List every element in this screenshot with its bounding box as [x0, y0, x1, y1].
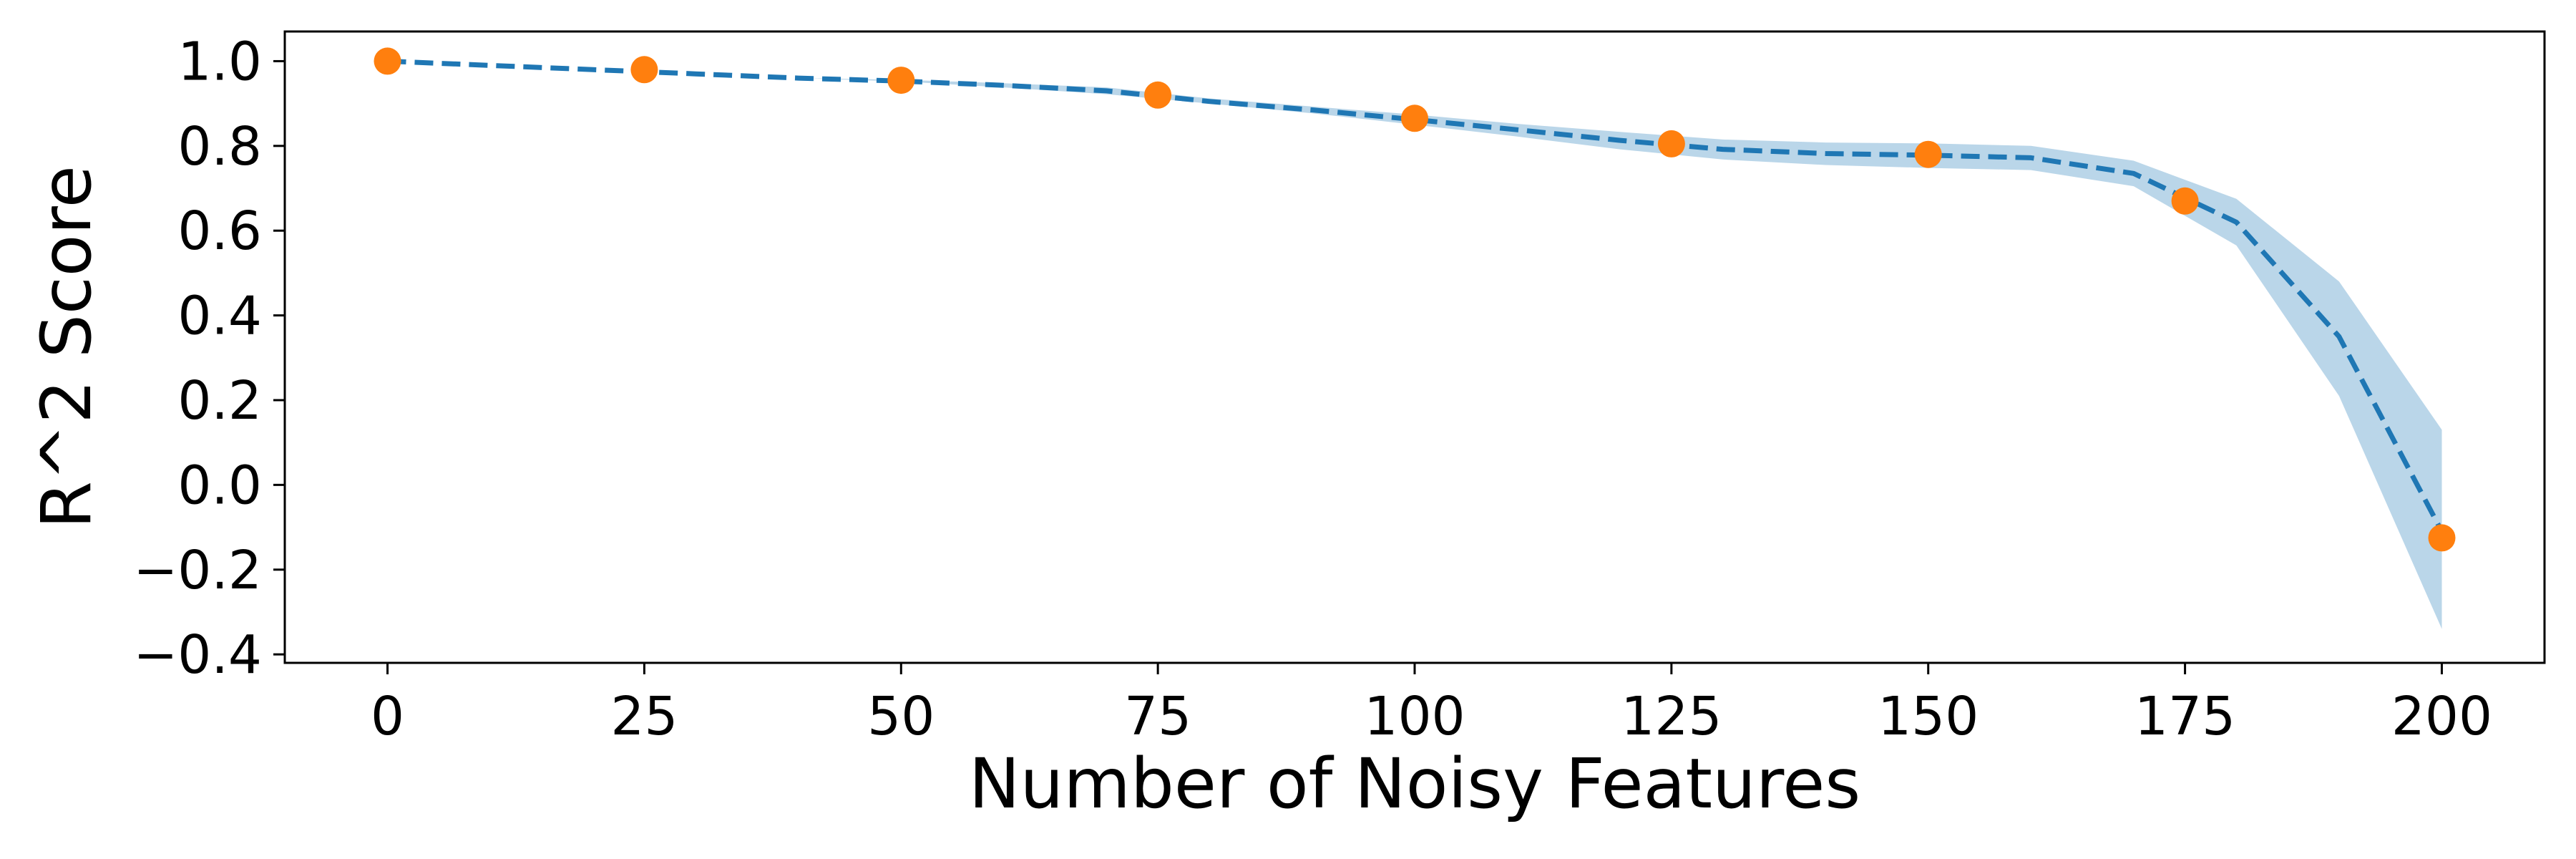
x-tick-label: 200: [2391, 686, 2492, 747]
confidence-band-layer: [387, 61, 2442, 629]
y-tick-label: 0.0: [177, 455, 262, 516]
data-point: [630, 56, 658, 84]
x-tick-label: 25: [610, 686, 678, 747]
confidence-band: [387, 61, 2442, 629]
data-point: [1401, 105, 1428, 132]
y-tick-label: 0.2: [177, 370, 262, 432]
data-point: [2428, 524, 2456, 552]
y-tick-label: 1.0: [177, 31, 262, 92]
x-tick-label: 0: [371, 686, 404, 747]
x-axis-ticks: 0 25 50 75 100 125 150 175 200: [371, 663, 2492, 747]
y-tick-label: 0.4: [177, 286, 262, 347]
data-point: [1657, 130, 1685, 157]
data-points-layer: [374, 47, 2456, 552]
y-axis-title: R^2 Score: [26, 165, 107, 529]
data-point: [2171, 187, 2199, 215]
data-point: [1144, 81, 1172, 109]
x-tick-label: 75: [1124, 686, 1191, 747]
fit-line-layer: [387, 58, 2444, 533]
x-tick-label: 100: [1364, 686, 1465, 747]
y-axis-ticks: −0.4 −0.2 0.0 0.2 0.4 0.6 0.8 1.0: [133, 31, 285, 686]
y-tick-label: 0.6: [177, 200, 262, 262]
x-tick-label: 150: [1878, 686, 1979, 747]
data-point: [887, 67, 915, 94]
fit-line: [387, 58, 2444, 533]
x-tick-label: 175: [2135, 686, 2235, 747]
y-tick-label: 0.8: [177, 116, 262, 178]
y-tick-label: −0.2: [133, 540, 262, 601]
x-tick-label: 125: [1621, 686, 1722, 747]
y-tick-label: −0.4: [133, 624, 262, 686]
x-tick-label: 50: [867, 686, 935, 747]
x-axis-title: Number of Noisy Features: [969, 744, 1861, 824]
data-point: [374, 47, 401, 75]
data-point: [1914, 140, 1942, 168]
